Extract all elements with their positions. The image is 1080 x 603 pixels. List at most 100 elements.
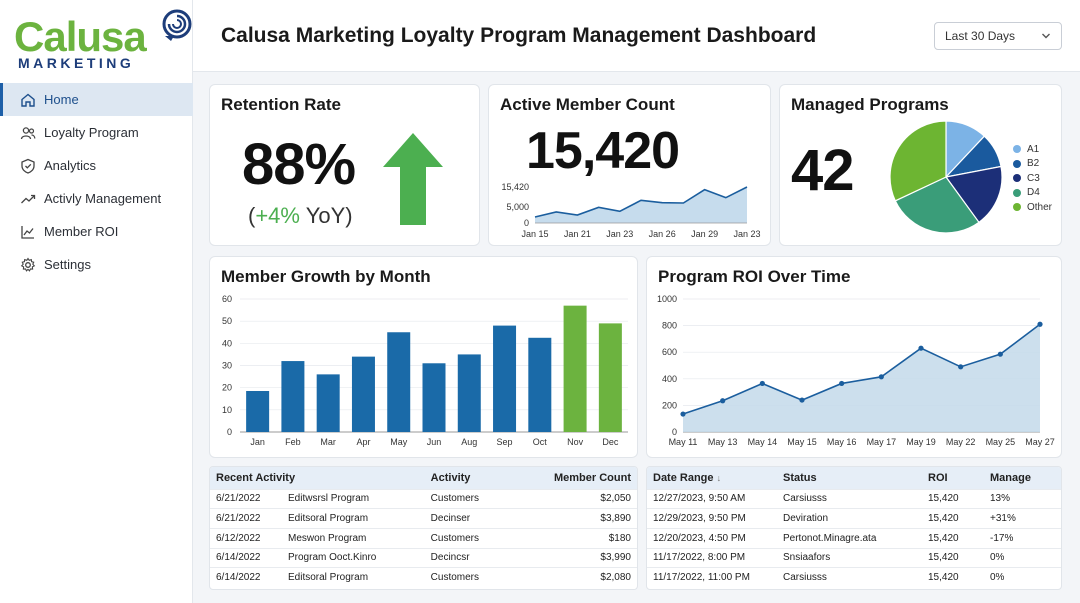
- retention-card: Retention Rate 88% (+4% YoY): [209, 84, 480, 246]
- pie-slice-c3[interactable]: [944, 165, 1003, 224]
- bar-nov[interactable]: [563, 305, 587, 432]
- column-header[interactable]: Activity: [424, 467, 511, 489]
- date-range-table: Date Range ↓ Status ROI Manage 12/27/202…: [646, 466, 1062, 590]
- x-tick-label: Jan 23: [606, 229, 633, 239]
- column-header[interactable]: ROI: [922, 467, 984, 489]
- row-date: 12/29/2023, 9:50 PM: [647, 508, 777, 529]
- row-manage: 13%: [984, 488, 1061, 509]
- roi-chart: 0 200 400 600 800 1000 May 11 May 13 May 14 May 1…: [657, 294, 1055, 447]
- data-point[interactable]: [839, 380, 845, 387]
- area-fill: [683, 324, 1040, 432]
- brand-logo[interactable]: Calusa MARKETING: [12, 6, 192, 76]
- data-point[interactable]: [878, 374, 884, 380]
- x-tick-label: May 17: [867, 437, 897, 447]
- member-growth-chart: 0 10 20 30 40 50 60 Jan Feb Mar Apr May Jun Aug Sep Oct…: [222, 294, 628, 447]
- table-row[interactable]: 6/21/2022 Editsoral Program Decinser $3,890: [210, 508, 637, 529]
- bar-apr[interactable]: [351, 356, 375, 432]
- data-point[interactable]: [799, 397, 805, 403]
- series-line: [682, 323, 1041, 415]
- table-row[interactable]: 11/17/2022, 11:00 PM Carsiusss 15,420 0%: [647, 567, 1061, 588]
- activity-type: Customers: [424, 488, 511, 509]
- activity-type: Customers: [424, 527, 511, 549]
- y-tick-label: 0: [672, 427, 677, 437]
- y-tick-label: 400: [662, 374, 677, 384]
- table-row[interactable]: 6/14/2022 Program Ooct.Kinro Decincsr $3,99…: [210, 547, 637, 568]
- bar-dec[interactable]: [598, 323, 622, 432]
- table-row[interactable]: 6/12/2022 Meswon Program Customers $180: [210, 527, 637, 549]
- bar-jun[interactable]: [422, 363, 446, 432]
- sidebar-item-settings[interactable]: Settings: [0, 248, 193, 281]
- data-point[interactable]: [720, 398, 726, 404]
- table-row[interactable]: 12/27/2023, 9:50 AM Carsiusss 15,420 13%: [647, 488, 1061, 509]
- data-point[interactable]: [918, 345, 924, 351]
- header: Calusa Marketing Loyalty Program Managem…: [193, 0, 1080, 72]
- column-header[interactable]: Recent Activity: [210, 467, 425, 489]
- pie-slice-other[interactable]: [889, 120, 947, 202]
- table-row[interactable]: 11/17/2022, 8:00 PM Snsiaafors 15,420 0%: [647, 547, 1061, 568]
- sidebar-item-label: Loyalty Program: [44, 125, 139, 140]
- y-tick-label: 0: [524, 218, 529, 228]
- bar-mar[interactable]: [316, 374, 340, 432]
- row-date: 11/17/2022, 8:00 PM: [647, 547, 777, 568]
- x-tick-label: Jan 23: [733, 229, 760, 239]
- legend-swatch: [1013, 174, 1021, 183]
- row-roi: 15,420: [922, 488, 984, 509]
- column-header[interactable]: Manage: [984, 467, 1061, 489]
- sidebar-item-activly-management[interactable]: Activly Management: [0, 182, 193, 215]
- data-point[interactable]: [997, 351, 1003, 357]
- sort-arrow-icon: ↓: [716, 472, 722, 483]
- sidebar-item-label: Home: [44, 92, 79, 107]
- activity-type: Decincsr: [424, 547, 511, 568]
- x-tick-label: May: [390, 437, 408, 447]
- bar-feb[interactable]: [281, 361, 305, 432]
- sidebar-item-label: Member ROI: [44, 224, 119, 239]
- roi-card: Program ROI Over Time 0 200 400 600 800 1000 M…: [646, 256, 1062, 458]
- y-tick-label: 1000: [657, 294, 677, 304]
- retention-change-prefix: (: [248, 203, 256, 228]
- sidebar-item-member-roi[interactable]: Member ROI: [0, 215, 193, 248]
- x-tick-label: Jun: [427, 437, 442, 447]
- date-range-value: Last 30 Days: [945, 29, 1016, 43]
- table-row[interactable]: 12/29/2023, 9:50 PM Deviration 15,420 +31%: [647, 508, 1061, 529]
- activity-count: $2,080: [510, 567, 637, 588]
- x-tick-label: May 19: [906, 437, 936, 447]
- legend-label: Other: [1027, 201, 1053, 213]
- sidebar-item-home[interactable]: Home: [0, 83, 193, 116]
- arrow-up-icon: [383, 133, 443, 225]
- data-point[interactable]: [1037, 321, 1043, 327]
- member-growth-card: Member Growth by Month 0 10 20 30 40 50 60 Jan F…: [209, 256, 638, 458]
- column-header[interactable]: Status: [777, 467, 922, 489]
- data-point[interactable]: [759, 380, 765, 387]
- bar-aug[interactable]: [457, 354, 481, 432]
- table-row[interactable]: 6/14/2022 Editsoral Program Customers $2,08…: [210, 567, 637, 588]
- bar-jan[interactable]: [246, 390, 270, 432]
- bar-sep[interactable]: [493, 325, 517, 432]
- x-tick-label: Aug: [461, 437, 477, 447]
- page-title: Calusa Marketing Loyalty Program Managem…: [221, 24, 817, 47]
- legend-swatch: [1013, 203, 1021, 212]
- managed-programs-card: Managed Programs 42 A1 B2 C3 D4 Other: [779, 84, 1062, 246]
- y-tick-label: 20: [222, 383, 232, 393]
- pie-slice-d4[interactable]: [894, 176, 980, 234]
- date-range-select[interactable]: Last 30 Days: [934, 22, 1062, 50]
- row-roi: 15,420: [922, 508, 984, 529]
- activity-program: Editsoral Program: [282, 567, 425, 588]
- column-header[interactable]: Date Range ↓: [647, 467, 777, 489]
- x-tick-label: Jan 29: [691, 229, 718, 239]
- data-point[interactable]: [958, 364, 964, 370]
- table-row[interactable]: 12/20/2023, 4:50 PM Pertonot.Minagre.ata 1…: [647, 527, 1061, 549]
- bar-may[interactable]: [387, 332, 411, 432]
- sidebar-item-analytics[interactable]: Analytics: [0, 149, 193, 182]
- x-tick-label: May 13: [708, 437, 738, 447]
- sidebar-item-loyalty-program[interactable]: Loyalty Program: [0, 116, 193, 149]
- retention-change: (+4% YoY): [248, 203, 353, 229]
- retention-change-suffix: YoY): [299, 203, 353, 228]
- bar-oct[interactable]: [528, 337, 552, 432]
- row-manage: +31%: [984, 508, 1061, 529]
- data-point[interactable]: [680, 411, 686, 417]
- managed-programs-pie: [889, 120, 1003, 234]
- column-header[interactable]: Member Count: [510, 467, 637, 489]
- y-tick-label: 800: [662, 321, 677, 331]
- table-row[interactable]: 6/21/2022 Editwsrsl Program Customers $2,05…: [210, 488, 637, 509]
- activity-count: $3,890: [510, 508, 637, 529]
